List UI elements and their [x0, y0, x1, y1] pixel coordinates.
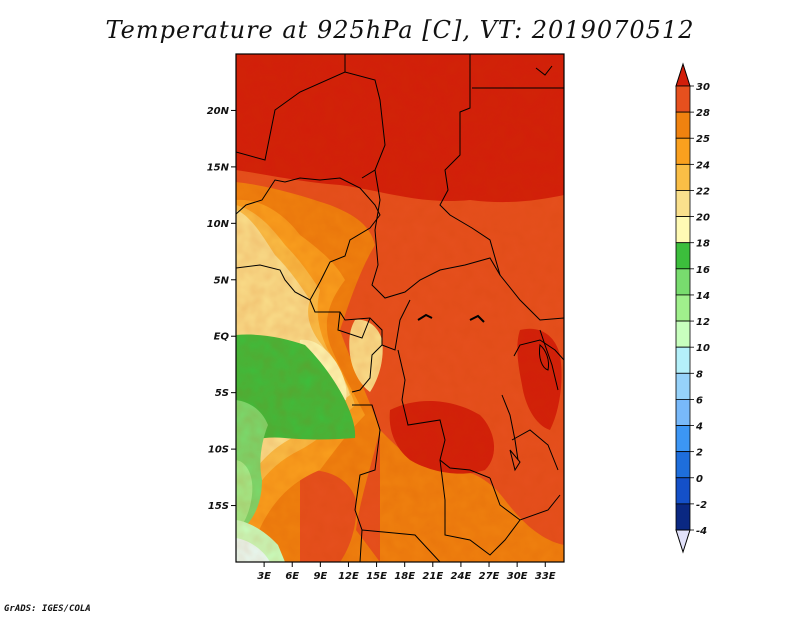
colorbar-label: 6: [696, 395, 703, 406]
colorbar-swatch: [675, 477, 691, 505]
colorbar-label: 20: [696, 213, 710, 224]
colorbar-swatch: [675, 242, 691, 270]
map-frame: [235, 53, 565, 563]
colorbar-swatch: [675, 451, 691, 479]
colorbar-swatch: [675, 268, 691, 296]
lon-tick-label: 18E: [394, 571, 415, 582]
colorbar-swatch: [675, 399, 691, 426]
colorbar-label: -2: [696, 500, 707, 511]
lon-tick-label: 12E: [338, 571, 359, 582]
lon-tick-label: 6E: [285, 571, 299, 582]
lon-tick-label: 24E: [451, 571, 472, 582]
lat-tick-label: 5N: [214, 275, 230, 286]
lon-tick-label: 21E: [422, 571, 443, 582]
colorbar-swatch: [675, 294, 691, 322]
colorbar-label: 30: [696, 82, 710, 93]
colorbar-label: 2: [696, 448, 703, 459]
colorbar-swatch: [675, 216, 691, 244]
colorbar-label: 18: [696, 239, 710, 250]
lon-tick-label: 30E: [507, 571, 528, 582]
country-borders: [236, 54, 564, 562]
colorbar-label: 16: [696, 265, 710, 276]
colorbar-swatch: [675, 163, 691, 191]
lat-tick-label: 15N: [207, 162, 230, 173]
lat-tick-label: 10N: [207, 219, 230, 230]
colorbar-swatch: [675, 137, 691, 165]
lat-tick-label: 10S: [208, 445, 229, 456]
colorbar-label: 28: [696, 108, 710, 119]
grads-credit: GrADS: IGES/COLA: [4, 604, 91, 614]
colorbar-swatch: [675, 111, 691, 139]
lon-tick-label: 27E: [479, 571, 500, 582]
colorbar-swatch: [675, 190, 691, 217]
colorbar-label: 0: [696, 474, 703, 485]
colorbar-label: -4: [696, 526, 707, 537]
longitude-axis: 3E 6E 9E 12E 15E 18E 21E 24E 27E 30E 33E: [257, 562, 556, 582]
lon-tick-label: 33E: [535, 571, 556, 582]
lat-tick-label: 20N: [207, 106, 230, 117]
lon-tick-label: 3E: [257, 571, 271, 582]
chart-title: Temperature at 925hPa [C], VT: 201907051…: [105, 16, 695, 44]
temperature-field: [236, 54, 564, 562]
lat-tick-label: 5S: [215, 388, 229, 399]
colorbar-swatch: [675, 372, 691, 400]
lat-tick-label: EQ: [214, 332, 230, 343]
colorbar-swatch: [675, 503, 691, 531]
colorbar-label: 10: [696, 343, 710, 354]
colorbar-label: 8: [696, 369, 703, 380]
colorbar-swatch: [675, 425, 691, 453]
colorbar-swatch: [675, 85, 691, 113]
colorbar-bottom-arrow: [675, 529, 691, 554]
colorbar-label: 14: [696, 291, 710, 302]
colorbar-label: 22: [696, 186, 710, 197]
lat-tick-label: 15S: [208, 501, 229, 512]
colorbar-swatch: [675, 346, 691, 374]
colorbar-label: 4: [695, 422, 703, 433]
colorbar-label: 24: [696, 160, 710, 171]
lon-tick-label: 15E: [366, 571, 387, 582]
latitude-axis: 20N 15N 10N 5N EQ 5S 10S 15S: [207, 106, 236, 512]
colorbar-top-arrow: [675, 62, 691, 87]
colorbar-label: 12: [696, 317, 710, 328]
lon-tick-label: 9E: [313, 571, 327, 582]
colorbar-label: 25: [696, 134, 710, 145]
colorbar-swatch: [675, 320, 691, 348]
